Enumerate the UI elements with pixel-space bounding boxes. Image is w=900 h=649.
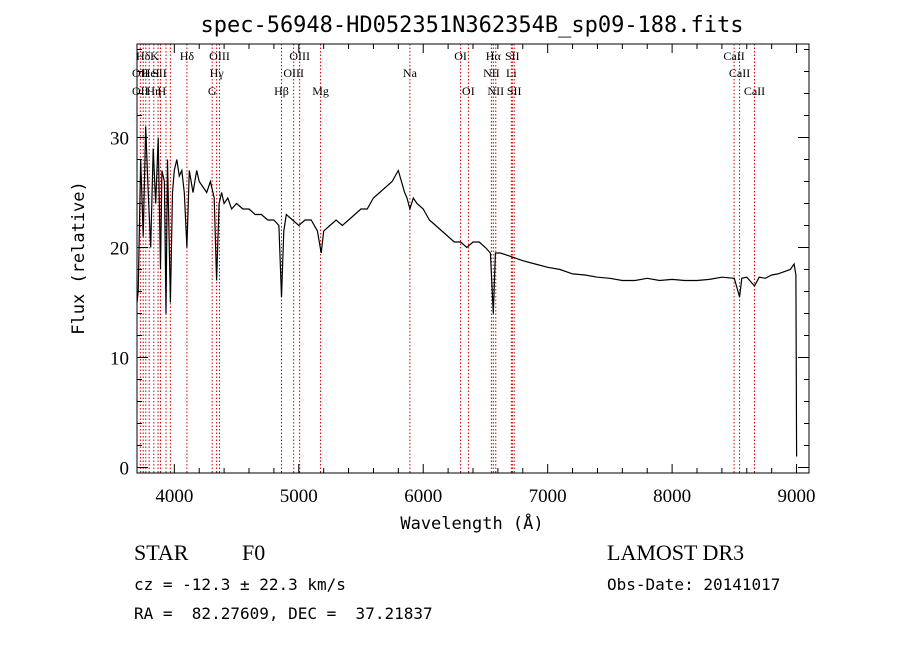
line-label: CaII: [744, 84, 765, 98]
line-label: NII: [487, 84, 504, 98]
line-label: Na: [403, 66, 418, 80]
line-label: G: [208, 84, 217, 98]
obs-date: Obs-Date: 20141017: [607, 575, 781, 594]
x-tick-label: 8000: [653, 486, 691, 507]
x-tick-label: 4000: [155, 486, 193, 507]
y-tick-label: 20: [110, 239, 129, 260]
line-label: H: [158, 84, 167, 98]
y-tick-label: 30: [110, 129, 129, 150]
line-label: HeI: [142, 66, 160, 80]
x-tick-label: 6000: [404, 486, 442, 507]
redshift-readout: cz = -12.3 ± 22.3 km/s: [134, 575, 346, 594]
spectral-subclass: F0: [242, 540, 266, 565]
coordinates: RA = 82.27609, DEC = 37.21837: [134, 604, 433, 623]
line-label: Li: [506, 66, 517, 80]
line-label: OII: [132, 84, 149, 98]
line-label: OI: [454, 49, 467, 63]
line-label: OIII: [283, 66, 304, 80]
line-label: OIII: [289, 49, 310, 63]
line-label: Hβ: [274, 84, 289, 98]
line-label: Hα: [486, 49, 502, 63]
line-label: CaII: [723, 49, 744, 63]
y-axis-ticks: 0 10 20 30: [110, 49, 809, 480]
line-label: SII: [152, 66, 167, 80]
line-label: K: [150, 49, 159, 63]
chart-title: spec-56948-HD052351N362354B_sp09-188.fit…: [200, 13, 743, 38]
line-label: OII: [132, 66, 149, 80]
line-label: Hη: [146, 84, 161, 98]
spectrum-line: [136, 126, 798, 457]
line-label: OIII: [209, 49, 230, 63]
line-label: CaII: [729, 66, 750, 80]
x-axis-ticks: 4000 5000 6000 7000 8000 9000: [155, 44, 816, 507]
y-tick-label: 0: [120, 459, 130, 480]
x-tick-label: 5000: [280, 486, 318, 507]
line-label: SII: [505, 49, 520, 63]
y-axis-title: Flux (relative): [69, 181, 89, 335]
x-tick-label: 9000: [778, 486, 816, 507]
line-label: OI: [462, 84, 475, 98]
line-label: Hγ: [210, 66, 225, 80]
y-tick-label: 10: [110, 349, 129, 370]
survey-name: LAMOST DR3: [607, 540, 745, 565]
line-label: SII: [507, 84, 522, 98]
x-axis-title: Wavelength (Å): [400, 512, 543, 534]
line-label: Hδ: [136, 49, 151, 63]
x-tick-label: 7000: [529, 486, 567, 507]
line-label: Hδ: [180, 49, 195, 63]
line-label: Mg: [312, 84, 329, 98]
object-class: STAR: [134, 540, 189, 565]
line-label: NII: [483, 66, 500, 80]
plot-frame: [136, 43, 810, 474]
emission-line-markers: [139, 44, 755, 473]
